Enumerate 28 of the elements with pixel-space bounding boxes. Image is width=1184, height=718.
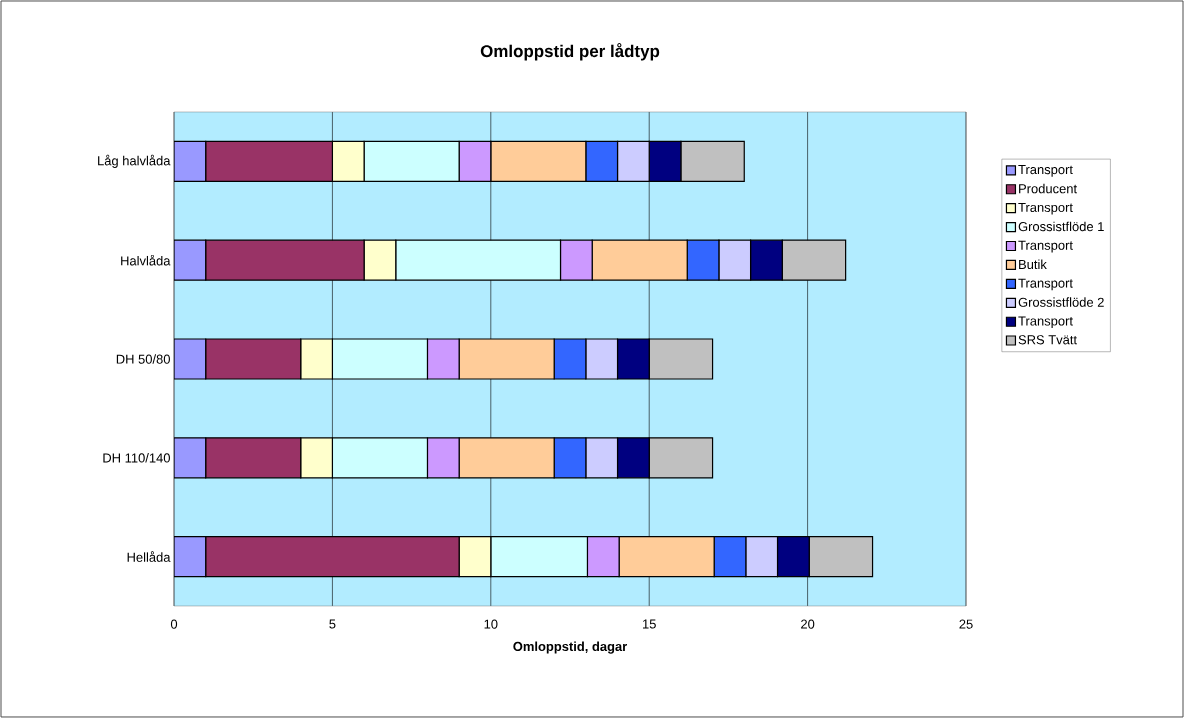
legend-label: Grossistflöde 1 <box>1018 221 1104 232</box>
legend-label: Producent <box>1019 183 1077 194</box>
legend-label: Transport <box>1018 316 1073 329</box>
x-tick-label: 5 <box>329 619 336 629</box>
legend-label: SRS Tvätt <box>1018 335 1077 345</box>
x-tick-label: 20 <box>801 619 815 629</box>
y-tick-label: Hellåda <box>127 551 171 562</box>
bar <box>174 338 207 380</box>
x-axis-title: Omloppstid, dagar <box>513 641 628 654</box>
legend-label: Butik <box>1019 259 1047 270</box>
x-tick-label: 0 <box>170 619 178 629</box>
y-tick-label: Halvlåda <box>121 254 171 266</box>
legend-label: Transport <box>1018 240 1073 253</box>
legend-label: Transport <box>1018 278 1073 291</box>
legend-label: Transport <box>1018 202 1073 215</box>
bar <box>174 140 207 182</box>
y-tick-label: DH 110/140 <box>103 453 170 463</box>
y-tick-label: Låg halvlåda <box>98 154 171 168</box>
y-tick-label: DH 50/80 <box>116 354 170 364</box>
bar <box>174 239 207 281</box>
x-tick-label: 10 <box>484 619 498 629</box>
legend-label: Transport <box>1018 165 1073 177</box>
x-tick-label: 25 <box>959 619 973 629</box>
legend-label: Grossistflöde 2 <box>1018 297 1104 307</box>
bar <box>174 535 207 578</box>
bar <box>174 437 207 479</box>
chart-title: Omloppstid per lådtyp <box>480 43 660 61</box>
x-tick-label: 15 <box>642 619 656 629</box>
